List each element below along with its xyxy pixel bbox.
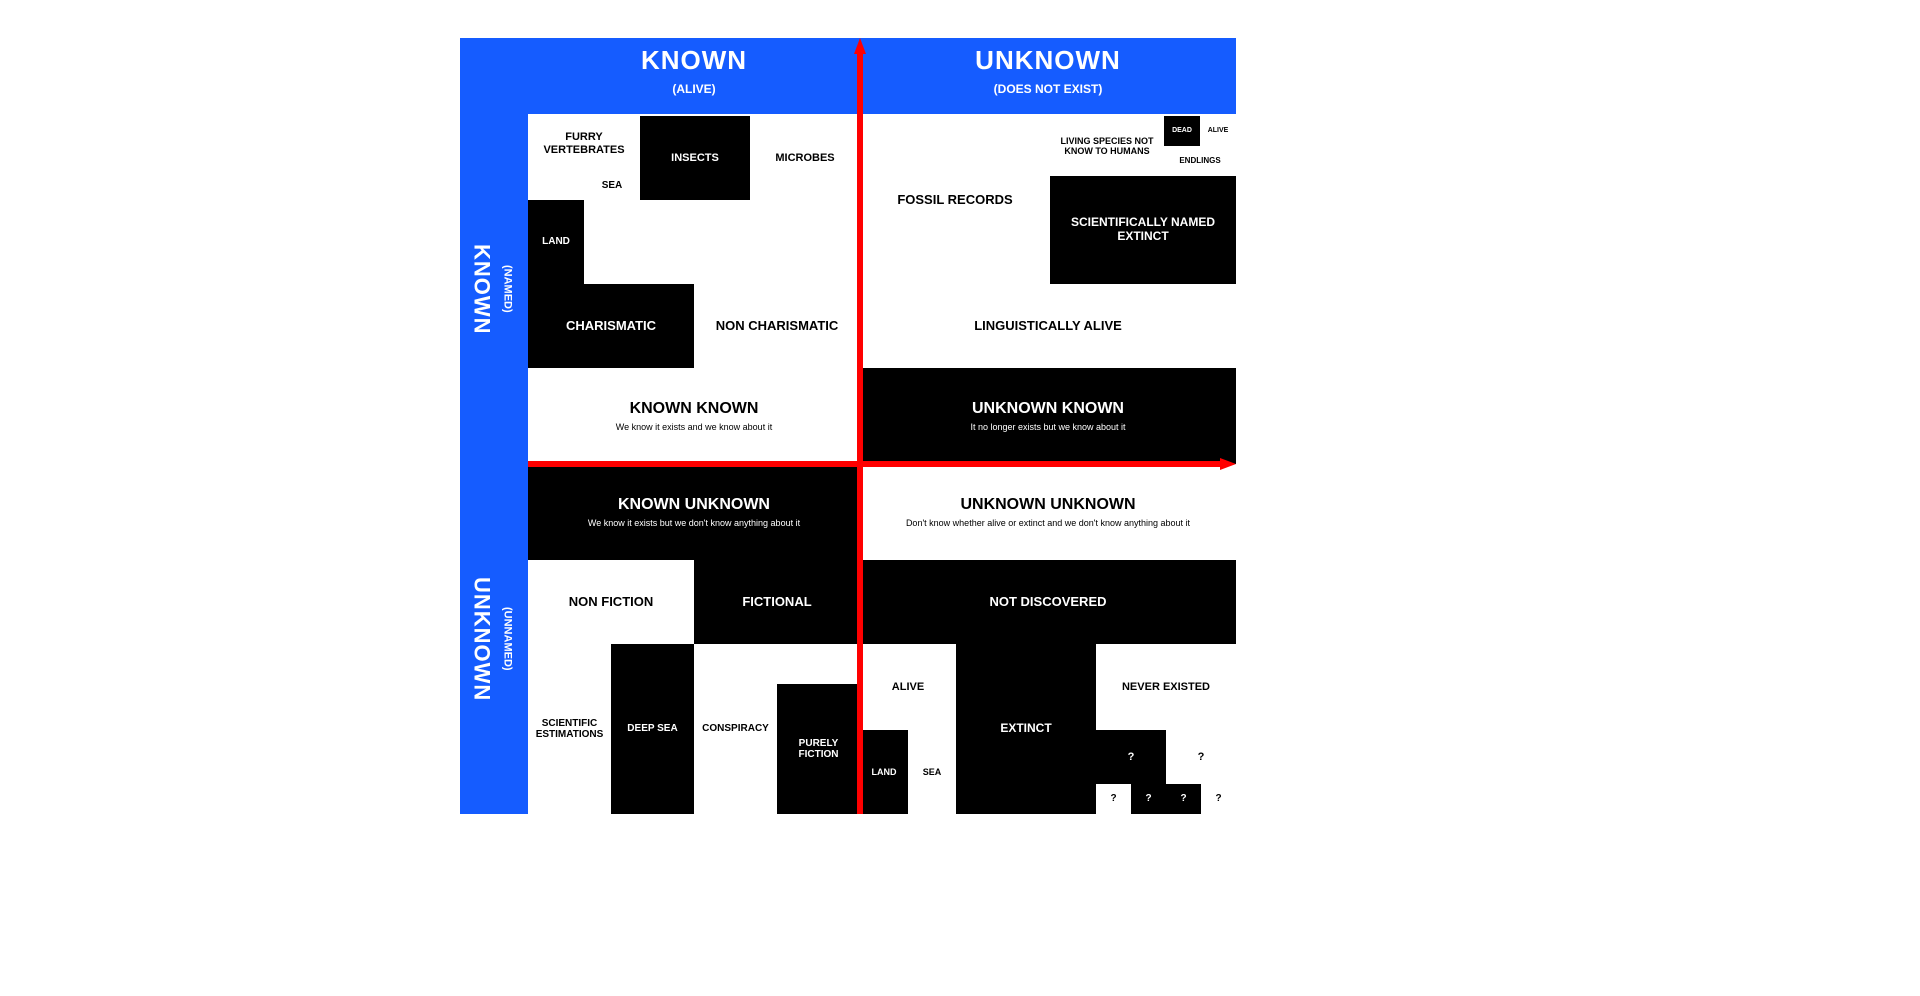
- cell-q6: ?: [1201, 784, 1236, 814]
- cell-land2: LAND: [860, 730, 908, 814]
- cell-dead: DEAD: [1164, 116, 1200, 146]
- cell-land1: LAND: [528, 200, 584, 284]
- cell-never: NEVER EXISTED: [1096, 644, 1236, 730]
- cell-nonfic: NON FICTION: [528, 560, 694, 644]
- cell-q1: ?: [1096, 730, 1166, 784]
- cell-q4: ?: [1131, 784, 1166, 814]
- row-unknown-sub: (UNNAMED): [498, 464, 516, 814]
- cell-sci_est: SCIENTIFIC ESTIMATIONS: [528, 644, 611, 814]
- cell-fossil: FOSSIL RECORDS: [860, 116, 1050, 284]
- cell-uk: UNKNOWN KNOWNIt no longer exists but we …: [860, 368, 1236, 464]
- col-known-sub: (ALIVE): [528, 80, 860, 100]
- row-unknown-title: UNKNOWN: [470, 464, 494, 814]
- cell-furry: FURRY VERTEBRATES: [528, 116, 640, 172]
- axis-vertical: [854, 38, 866, 814]
- cell-q3: ?: [1096, 784, 1131, 814]
- cell-whitegap1: [584, 200, 860, 284]
- row-known-sub: (NAMED): [498, 114, 516, 464]
- cell-ling: LINGUISTICALLY ALIVE: [860, 284, 1236, 368]
- cell-living: LIVING SPECIES NOT KNOW TO HUMANS: [1050, 116, 1164, 176]
- cell-kk: KNOWN KNOWNWe know it exists and we know…: [528, 368, 860, 464]
- cell-fic: FICTIONAL: [694, 560, 860, 644]
- cell-extinct2: EXTINCT: [956, 644, 1096, 814]
- cell-sea1: SEA: [584, 172, 640, 200]
- cell-consp: CONSPIRACY: [694, 644, 777, 814]
- cell-alive2: ALIVE: [860, 644, 956, 730]
- cell-sea2: SEA: [908, 730, 956, 814]
- cell-whitegap3: [777, 644, 860, 684]
- axis-horizontal: [528, 458, 1236, 470]
- cell-deepsea: DEEP SEA: [611, 644, 694, 814]
- col-unknown-title: UNKNOWN: [860, 46, 1236, 76]
- cell-notdisc: NOT DISCOVERED: [860, 560, 1236, 644]
- cell-q5: ?: [1166, 784, 1201, 814]
- cell-purefic: PURELY FICTION: [777, 684, 860, 814]
- cell-uu: UNKNOWN UNKNOWNDon't know whether alive …: [860, 464, 1236, 560]
- diagram-stage: KNOWN (ALIVE) UNKNOWN (DOES NOT EXIST) K…: [460, 38, 1236, 814]
- cell-noncharismatic: NON CHARISMATIC: [694, 284, 860, 368]
- cell-alive_s: ALIVE: [1200, 116, 1236, 146]
- col-known-title: KNOWN: [528, 46, 860, 76]
- col-unknown-sub: (DOES NOT EXIST): [860, 80, 1236, 100]
- cell-insects: INSECTS: [640, 116, 750, 200]
- cell-q2: ?: [1166, 730, 1236, 784]
- cell-extinct_named: SCIENTIFICALLY NAMED EXTINCT: [1050, 176, 1236, 284]
- row-known-title: KNOWN: [470, 114, 494, 464]
- cell-microbes: MICROBES: [750, 116, 860, 200]
- cell-endlings: ENDLINGS: [1164, 146, 1236, 176]
- cell-ku: KNOWN UNKNOWNWe know it exists but we do…: [528, 464, 860, 560]
- cell-charismatic: CHARISMATIC: [528, 284, 694, 368]
